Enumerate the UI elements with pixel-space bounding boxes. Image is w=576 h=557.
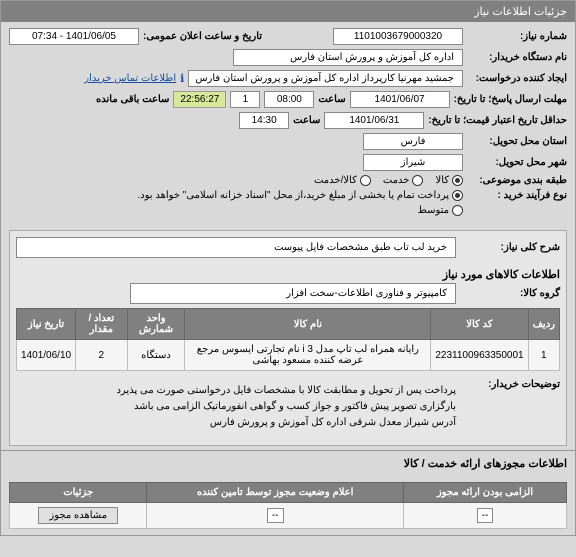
table-cell: دستگاه — [127, 340, 185, 371]
radio-goods-label: کالا — [435, 175, 449, 186]
table-cell: 1 — [528, 340, 559, 371]
license-row: -- -- مشاهده مجوز — [10, 503, 567, 529]
view-license-button[interactable]: مشاهده مجوز — [38, 507, 118, 524]
goods-col: تاریخ نیاز — [17, 309, 76, 340]
radio-service-label: خدمت — [383, 175, 410, 186]
days-value: 1 — [230, 91, 260, 108]
niaz-no-value: 1101003679000320 — [333, 28, 463, 45]
goods-col: واحد شمارش — [127, 309, 185, 340]
province-label: استان محل تحویل: — [467, 136, 567, 147]
table-cell: 2231100963350001 — [431, 340, 528, 371]
city-value: شیراز — [363, 154, 463, 171]
validity-label: حداقل تاریخ اعتبار قیمت؛ تا تاریخ: — [428, 115, 567, 126]
radio-goods[interactable] — [452, 175, 463, 186]
radio-mid[interactable] — [452, 205, 463, 216]
time-label-1: ساعت — [318, 94, 345, 105]
status-select[interactable]: -- — [267, 508, 284, 523]
proc-radios: پرداخت تمام یا بخشی از مبلغ خرید،از محل … — [137, 190, 463, 201]
table-row: 12231100963350001رایانه همراه لب تاپ مدل… — [17, 340, 560, 371]
creator-value: جمشید مهرنیا کارپرداز اداره کل آموزش و پ… — [188, 70, 463, 87]
goods-section-title: اطلاعات کالاهای مورد نیاز — [16, 262, 560, 283]
table-cell: 1401/06/10 — [17, 340, 76, 371]
deadline-label: مهلت ارسال پاسخ؛ تا تاریخ: — [454, 94, 567, 105]
buyer-label: نام دستگاه خریدار: — [467, 52, 567, 63]
public-date-label: تاریخ و ساعت اعلان عمومی: — [143, 31, 262, 42]
radio-service[interactable] — [412, 175, 423, 186]
goods-table: ردیفکد کالانام کالاواحد شمارشتعداد / مقد… — [16, 308, 560, 371]
main-panel: جزئیات اطلاعات نیاز شماره نیاز: 11010036… — [0, 0, 576, 536]
notes-label: توضیحات خریدار: — [460, 379, 560, 390]
province-value: فارس — [363, 133, 463, 150]
radio-partial[interactable] — [452, 190, 463, 201]
remaining-label: ساعت باقی مانده — [96, 94, 169, 105]
contact-link[interactable]: اطلاعات تماس خریدار — [84, 73, 176, 84]
group-label: گروه کالا: — [460, 288, 560, 299]
license-section-title: اطلاعات مجوزهای ارائه خدمت / کالا — [1, 450, 575, 472]
radio-partial-label: پرداخت تمام یا بخشی از مبلغ خرید،از محل … — [137, 190, 449, 201]
category-radios: کالا خدمت کالا/خدمت — [314, 175, 463, 186]
license-col-mandatory: الزامی بودن ارائه مجوز — [403, 483, 566, 503]
notes-text: پرداخت پس از تحویل و مطابقت کالا با مشخص… — [116, 379, 456, 435]
info-icon: ℹ — [180, 72, 184, 85]
deadline-date: 1401/06/07 — [350, 91, 450, 108]
mandatory-select[interactable]: -- — [477, 508, 494, 523]
validity-time: 14:30 — [239, 112, 289, 129]
desc-title-label: شرح کلی نیاز: — [460, 242, 560, 253]
goods-col: تعداد / مقدار — [76, 309, 127, 340]
buyer-value: اداره کل آموزش و پرورش استان فارس — [233, 49, 463, 66]
city-label: شهر محل تحویل: — [467, 157, 567, 168]
category-label: طبقه بندی موضوعی: — [467, 175, 567, 186]
validity-date: 1401/06/31 — [324, 112, 424, 129]
table-cell: 2 — [76, 340, 127, 371]
goods-col: ردیف — [528, 309, 559, 340]
desc-title-value: خرید لب تاب طبق مشخصات فایل پیوست — [16, 237, 456, 258]
radio-goods-service-label: کالا/خدمت — [314, 175, 357, 186]
goods-col: کد کالا — [431, 309, 528, 340]
description-box: شرح کلی نیاز: خرید لب تاب طبق مشخصات فای… — [9, 230, 567, 446]
proc-type-label: نوع فرآیند خرید : — [467, 190, 567, 201]
group-value: کامپیوتر و فناوری اطلاعات-سخت افزار — [130, 283, 456, 304]
countdown: 22:56:27 — [173, 91, 226, 108]
radio-goods-service[interactable] — [360, 175, 371, 186]
creator-label: ایجاد کننده درخواست: — [467, 73, 567, 84]
niaz-no-label: شماره نیاز: — [467, 31, 567, 42]
license-col-detail: جزئیات — [10, 483, 147, 503]
deadline-time: 08:00 — [264, 91, 314, 108]
radio-mid-label: متوسط — [418, 205, 449, 216]
license-col-status: اعلام وضعیت مجوز توسط تامین کننده — [147, 483, 404, 503]
tab-header: جزئیات اطلاعات نیاز — [1, 1, 575, 22]
license-table: الزامی بودن ارائه مجوز اعلام وضعیت مجوز … — [9, 482, 567, 529]
time-label-2: ساعت — [293, 115, 320, 126]
public-date-value: 1401/06/05 - 07:34 — [9, 28, 139, 45]
table-cell: رایانه همراه لب تاپ مدل i 3 نام تجارتی ا… — [185, 340, 431, 371]
goods-col: نام کالا — [185, 309, 431, 340]
